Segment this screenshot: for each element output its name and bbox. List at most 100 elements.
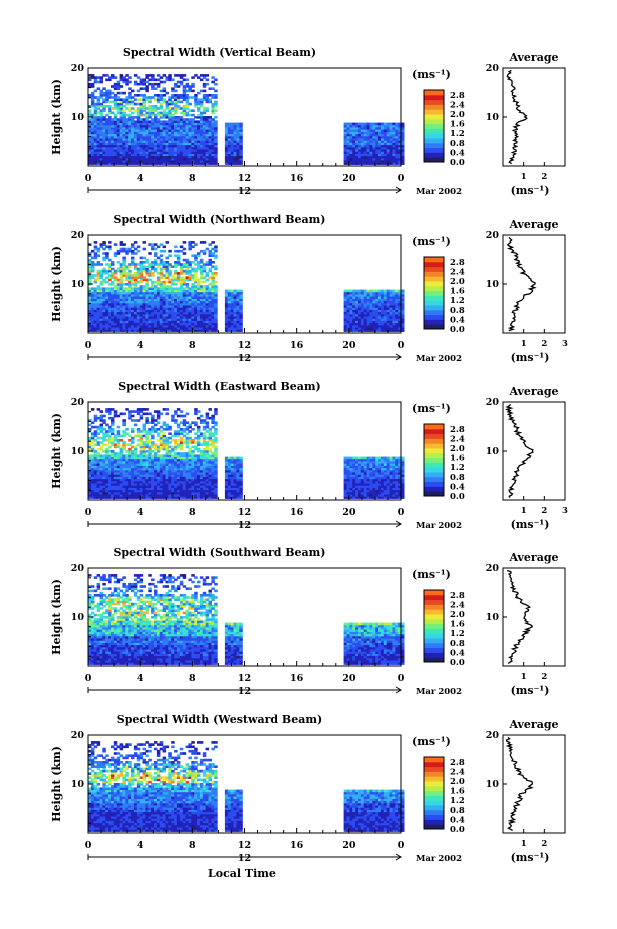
heatmap-cell: [358, 322, 362, 326]
heatmap-cell: [159, 160, 164, 163]
heatmap-cell: [96, 287, 101, 290]
heatmap-cell: [360, 151, 365, 154]
heatmap-cell: [205, 289, 210, 293]
heatmap-cell: [133, 109, 138, 112]
heatmap-cell: [90, 151, 95, 154]
heatmap-cell: [398, 138, 402, 141]
heatmap-cell: [99, 287, 103, 290]
heatmap-cell: [145, 118, 149, 121]
heatmap-cell: [372, 149, 376, 152]
heatmap-cell: [136, 245, 141, 249]
heatmap-cell: [197, 291, 201, 295]
heatmap-cell: [139, 82, 144, 86]
heatmap-cell: [211, 135, 215, 139]
heatmap-cell: [185, 85, 190, 88]
heatmap-cell: [191, 109, 195, 112]
heatmap-cell: [99, 243, 103, 246]
heatmap-cell: [208, 94, 212, 97]
heatmap-cell: [113, 302, 118, 306]
heatmap-cell: [125, 98, 129, 101]
heatmap-cell: [139, 78, 144, 82]
heatmap-cell: [139, 285, 144, 288]
heatmap-cell: [108, 458, 112, 462]
heatmap-cell: [148, 162, 152, 165]
heatmap-cell: [142, 105, 146, 108]
heatmap-cell: [171, 280, 175, 284]
heatmap-cell: [113, 272, 118, 275]
heatmap-cell: [191, 463, 195, 466]
heatmap-cell: [375, 155, 379, 159]
heatmap-cell: [108, 318, 112, 321]
heatmap-cell: [214, 267, 218, 271]
heatmap-cell: [214, 294, 218, 297]
heatmap-cell: [133, 142, 138, 146]
heatmap-cell: [165, 261, 169, 264]
heatmap-cell: [90, 82, 95, 86]
heatmap-cell: [191, 478, 195, 482]
heatmap-cell: [378, 324, 382, 328]
heatmap-cell: [360, 329, 365, 332]
heatmap-cell: [191, 285, 195, 288]
heatmap-cell: [202, 476, 207, 480]
heatmap-cell: [378, 129, 382, 132]
heatmap-cell: [211, 285, 215, 288]
heatmap-cell: [372, 302, 376, 306]
heatmap-cell: [145, 480, 149, 484]
heatmap-cell: [125, 82, 129, 86]
heatmap-cell: [349, 294, 353, 297]
heatmap-cell: [380, 127, 385, 130]
heatmap-cell: [156, 476, 161, 480]
heatmap-cell: [96, 140, 101, 143]
heatmap-cell: [131, 478, 135, 482]
heatmap-cell: [372, 142, 376, 146]
heatmap-cell: [236, 140, 240, 143]
heatmap-cell: [230, 316, 235, 319]
heatmap-cell: [111, 320, 115, 324]
heatmap-cell: [96, 263, 101, 266]
heatmap-cell: [145, 149, 149, 152]
heatmap-cell: [205, 294, 210, 297]
heatmap-cell: [369, 322, 373, 326]
heatmap-cell: [352, 133, 356, 137]
heatmap-cell: [174, 263, 178, 266]
heatmap-cell: [90, 267, 95, 271]
heatmap-cell: [171, 140, 175, 143]
heatmap-cell: [179, 269, 184, 273]
heatmap-cell: [366, 140, 371, 143]
heatmap-cell: [93, 105, 98, 108]
heatmap-cell: [211, 252, 215, 255]
heatmap-cell: [128, 300, 132, 304]
heatmap-cell: [372, 296, 376, 299]
heatmap-cell: [151, 476, 155, 480]
heatmap-cell: [346, 162, 350, 165]
heatmap-cell: [131, 162, 135, 165]
heatmap-cell: [205, 452, 210, 455]
heatmap-cell: [96, 98, 101, 101]
heatmap-cell: [119, 496, 124, 499]
heatmap-cell: [188, 261, 192, 264]
heatmap-cell: [116, 80, 121, 84]
heatmap-cell: [159, 311, 164, 315]
heatmap-cell: [96, 309, 101, 313]
heatmap-cell: [174, 294, 178, 297]
heatmap-cell: [125, 454, 129, 457]
heatmap-cell: [211, 138, 215, 141]
heatmap-cell: [136, 327, 141, 330]
heatmap-cell: [156, 131, 161, 135]
heatmap-cell: [199, 131, 204, 135]
heatmap-cell: [182, 109, 187, 112]
heatmap-cell: [389, 133, 393, 137]
heatmap-cell: [191, 480, 195, 484]
heatmap-cell: [136, 160, 141, 163]
heatmap-cell: [375, 322, 379, 326]
heatmap-cell: [168, 131, 172, 135]
heatmap-cell: [90, 287, 95, 290]
heatmap-cell: [119, 249, 124, 253]
heatmap-cell: [148, 478, 152, 482]
heatmap-cell: [188, 243, 192, 246]
heatmap-cell: [227, 296, 232, 299]
heatmap-cell: [179, 480, 184, 484]
heatmap-cell: [125, 474, 129, 477]
heatmap-cell: [224, 327, 229, 330]
heatmap-cell: [233, 291, 237, 295]
